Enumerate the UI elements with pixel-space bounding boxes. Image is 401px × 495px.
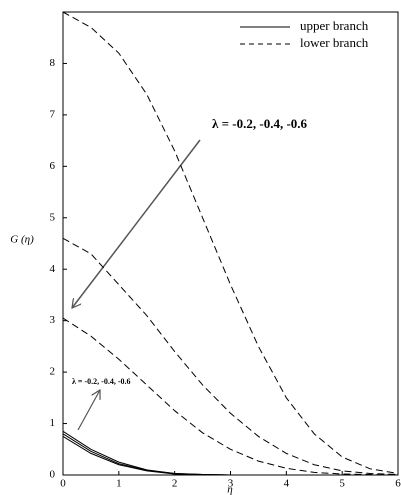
y-tick-label: 3 xyxy=(50,314,56,326)
y-tick-label: 5 xyxy=(50,211,56,223)
curve xyxy=(62,237,399,475)
x-tick-label: 1 xyxy=(116,478,122,490)
y-tick-label: 4 xyxy=(50,263,56,275)
y-axis-label: G (η) xyxy=(10,234,34,246)
y-tick-label: 7 xyxy=(50,108,56,120)
legend-label: lower branch xyxy=(300,35,369,50)
plot-frame xyxy=(62,11,399,476)
annotation-arrow xyxy=(77,390,100,431)
y-tick-label: 6 xyxy=(50,160,56,172)
x-tick-label: 4 xyxy=(284,478,290,490)
annotation-arrow xyxy=(72,139,201,308)
y-tick-label: 2 xyxy=(50,366,56,378)
y-tick-label: 8 xyxy=(50,57,56,69)
x-tick-label: 5 xyxy=(339,478,345,490)
x-tick-label: 3 xyxy=(228,478,234,490)
curve xyxy=(62,433,398,476)
curve xyxy=(62,11,399,474)
curve xyxy=(62,317,399,476)
legend-label: upper branch xyxy=(300,18,369,33)
curve xyxy=(62,435,398,476)
annotation: λ = -0.2, -0.4, -0.6 xyxy=(72,377,130,386)
annotation: λ = -0.2, -0.4, -0.6 xyxy=(212,116,308,131)
curve xyxy=(62,430,398,476)
y-tick-label: 1 xyxy=(50,417,56,429)
x-tick-label: 2 xyxy=(172,478,178,490)
y-tick-label: 0 xyxy=(50,469,56,481)
x-axis-label: η xyxy=(227,484,232,495)
x-tick-label: 0 xyxy=(60,478,66,490)
x-tick-label: 6 xyxy=(395,478,401,490)
